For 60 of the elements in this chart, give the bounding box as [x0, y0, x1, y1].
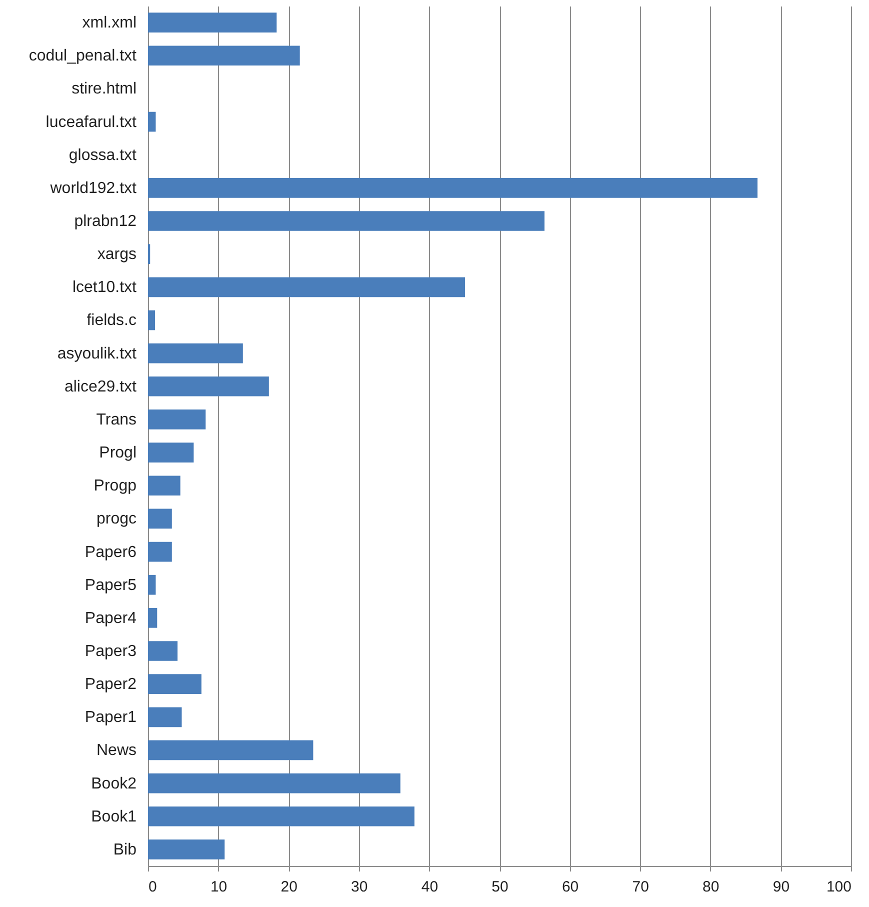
bar	[148, 840, 225, 860]
bar	[148, 641, 178, 661]
bar	[148, 310, 156, 330]
bar	[148, 442, 194, 462]
bar	[148, 277, 466, 298]
bar	[148, 12, 277, 32]
x-tick-label: 100	[826, 878, 852, 896]
y-tick-label: Progp	[94, 478, 137, 495]
x-tick-label: 10	[210, 878, 228, 896]
bar	[148, 608, 158, 628]
x-tick-label: 90	[772, 878, 790, 896]
y-tick-label: Trans	[96, 411, 136, 428]
x-tick-label: 70	[632, 878, 649, 896]
y-tick-label: Book1	[91, 808, 137, 826]
y-tick-label: stire.html	[72, 80, 136, 98]
bar	[148, 211, 544, 231]
x-tick-label: 20	[280, 878, 298, 896]
bar	[148, 410, 206, 430]
y-tick-label: lcet10.txt	[72, 279, 138, 296]
bar	[148, 806, 414, 826]
x-tick-label: 30	[351, 878, 368, 896]
bar	[148, 674, 202, 694]
bar	[148, 476, 180, 496]
bar	[148, 542, 172, 562]
y-tick-label: luceafarul.txt	[46, 114, 138, 131]
y-tick-label: Paper3	[84, 643, 137, 660]
y-tick-label: Paper4	[84, 610, 137, 627]
bar	[148, 508, 172, 529]
bar	[148, 112, 156, 132]
x-tick-label: 50	[492, 878, 508, 896]
y-tick-label: fields.c	[86, 312, 136, 330]
y-tick-label: asyoulik.txt	[57, 345, 138, 362]
bar	[148, 376, 269, 396]
bar	[148, 773, 400, 794]
y-tick-label: Paper1	[84, 709, 137, 726]
y-tick-label: xargs	[97, 246, 136, 264]
bar	[148, 574, 156, 595]
x-tick-label: 60	[562, 878, 579, 896]
x-tick-label: 40	[421, 878, 438, 896]
y-tick-label: Book2	[91, 775, 137, 792]
y-tick-label: Bib	[113, 841, 137, 858]
y-tick-label: Paper2	[84, 676, 137, 694]
y-tick-label: Paper5	[84, 576, 137, 594]
y-tick-label: Paper6	[84, 544, 137, 561]
y-tick-label: progc	[96, 510, 136, 528]
y-tick-label: Progl	[99, 444, 136, 462]
y-tick-label: xml.xml	[82, 14, 136, 32]
y-tick-label: glossa.txt	[68, 146, 138, 164]
x-tick-label: 80	[702, 878, 720, 896]
bar	[148, 178, 758, 198]
bar	[148, 707, 182, 728]
bar	[148, 46, 300, 66]
bar	[148, 343, 243, 364]
y-tick-label: world192.txt	[49, 180, 138, 197]
y-tick-label: alice29.txt	[64, 378, 138, 396]
bar	[148, 740, 314, 760]
y-tick-label: plrabn12	[74, 213, 137, 230]
x-tick-label: 0	[148, 878, 157, 896]
y-tick-label: codul_penal.txt	[28, 48, 138, 65]
y-tick-label: News	[96, 742, 136, 760]
